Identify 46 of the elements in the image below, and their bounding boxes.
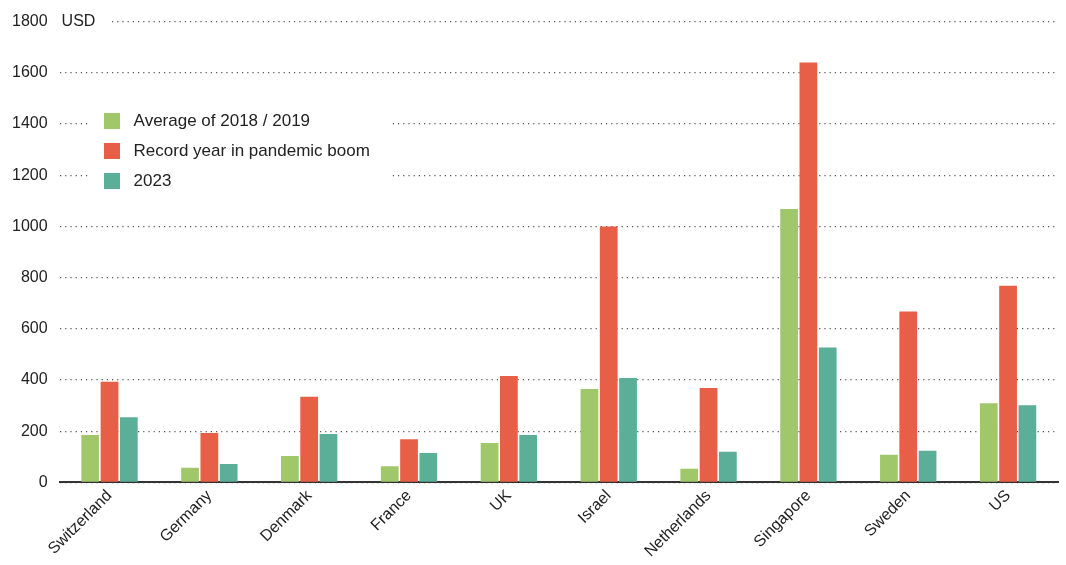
bar	[880, 454, 898, 482]
x-tick-label: UK	[486, 486, 515, 515]
bar	[680, 468, 699, 482]
bar	[1018, 405, 1037, 482]
bar	[200, 433, 219, 482]
bar	[380, 466, 399, 482]
bar	[899, 311, 918, 482]
bar	[699, 387, 718, 482]
bar	[119, 417, 138, 482]
legend-label: Average of 2018 / 2019	[133, 110, 311, 131]
y-tick-label: 1000	[12, 216, 48, 234]
bar	[219, 463, 238, 482]
bar	[999, 285, 1017, 482]
y-tick-label: 800	[20, 268, 48, 286]
bar	[519, 435, 538, 482]
y-tick-label: 200	[20, 421, 48, 439]
bar	[718, 451, 737, 482]
bar	[480, 442, 499, 482]
bar	[818, 347, 837, 482]
bar	[419, 452, 438, 482]
x-tick-label: US	[985, 486, 1014, 515]
bar	[619, 377, 637, 482]
y-tick-label: 1200	[12, 165, 48, 183]
y-tick-label: 1600	[12, 63, 48, 81]
bar	[181, 467, 199, 482]
bar	[81, 435, 100, 482]
bar	[400, 439, 418, 482]
bar	[300, 396, 319, 482]
bar	[500, 375, 518, 482]
y-tick-label: 1400	[12, 114, 48, 132]
y-tick-label: 1800	[12, 12, 48, 30]
bar	[281, 456, 299, 482]
bar	[799, 62, 818, 482]
bar	[780, 209, 798, 482]
bar	[100, 381, 119, 482]
y-tick-label: 400	[20, 370, 48, 388]
bar	[580, 388, 599, 482]
bar	[979, 403, 998, 482]
bar	[599, 226, 618, 482]
y-tick-label: 0	[38, 472, 48, 490]
legend-label: 2023	[133, 170, 172, 191]
bar	[319, 434, 338, 482]
y-tick-label: 600	[20, 319, 48, 337]
y-axis-title: USD	[61, 12, 96, 30]
bar	[918, 450, 937, 482]
legend-label: Record year in pandemic boom	[133, 140, 370, 161]
